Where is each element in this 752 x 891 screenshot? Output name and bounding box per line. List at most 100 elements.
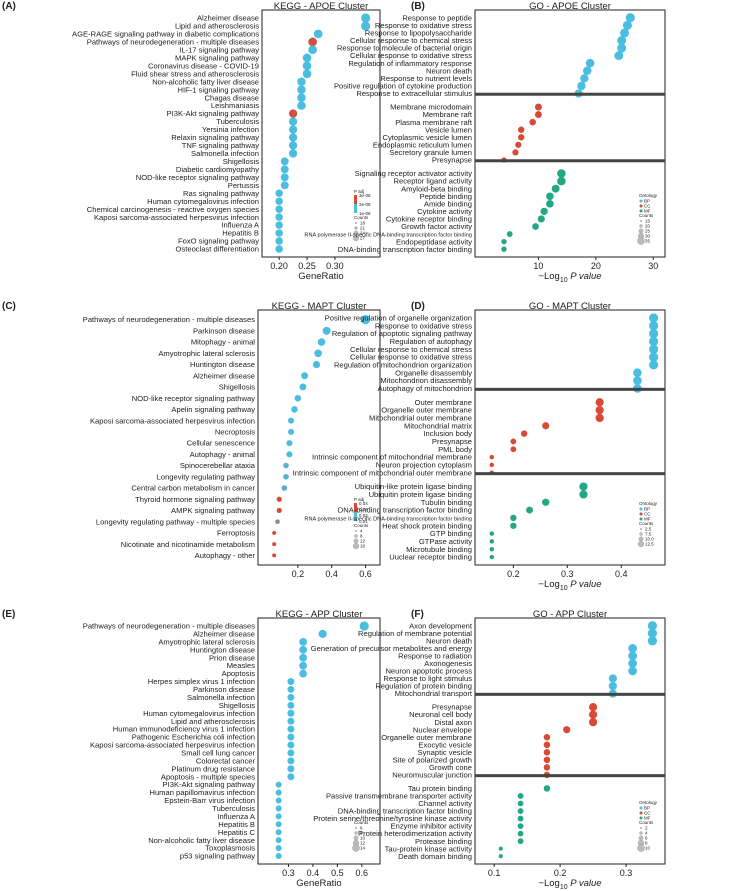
panel-letter: (C) [2, 301, 16, 312]
y-tick-label: Response to light stimulus [383, 674, 472, 683]
data-point [543, 785, 551, 792]
data-point [287, 725, 295, 733]
data-point [608, 681, 617, 691]
legend-value: 0.03 [359, 507, 368, 512]
panel-letter: (D) [411, 301, 425, 312]
y-tick-label: RNA polymerase II-specific DNA-binding t… [304, 517, 472, 523]
legend-size-value: 7.5 [645, 532, 652, 537]
y-tick-label: MAPK signaling pathway [175, 53, 259, 62]
data-point [318, 629, 327, 638]
data-point [633, 376, 642, 385]
legend-value: 0.02 [359, 513, 368, 518]
panel-letter: (E) [2, 609, 15, 620]
y-tick-label: Protease binding [415, 837, 472, 846]
y-tick-label: Ferroptosis [217, 529, 255, 538]
y-tick-label: Mitochondrial matrix [404, 421, 472, 430]
data-point [534, 111, 542, 119]
data-point [546, 192, 554, 201]
legend-swatch [639, 199, 643, 203]
data-point [280, 181, 289, 190]
legend-size-swatch [355, 827, 357, 829]
y-tick-label: Tau-protein kinase activity [385, 844, 473, 853]
y-tick-label: Response to radiation [398, 652, 472, 661]
data-point [579, 490, 588, 499]
data-point [280, 173, 289, 182]
y-tick-label: Human cytomegalovirus infection [143, 709, 255, 718]
y-tick-label: Death domain binding [398, 852, 472, 861]
legend-size-value: 12 [360, 841, 366, 846]
legend-value: BP [644, 507, 650, 512]
data-point [287, 741, 295, 749]
y-tick-label: Tuberculosis [212, 804, 255, 813]
data-point [595, 405, 604, 415]
data-point [297, 85, 306, 94]
y-tick-label: Pertussis [228, 181, 259, 190]
y-tick-label: Autophagy of mitochondrion [377, 384, 472, 393]
y-tick-label: Chagas disease [205, 93, 259, 102]
data-point [361, 13, 371, 23]
data-point [532, 223, 539, 230]
x-tick-label: 0.1 [488, 868, 501, 878]
data-point [275, 519, 280, 525]
data-point [517, 134, 525, 141]
y-tick-label: Parkinson disease [193, 685, 255, 694]
data-point [617, 43, 627, 53]
group-divider [475, 92, 665, 96]
x-tick-label: 0.3 [620, 868, 633, 878]
y-tick-label: Organelle disassembly [395, 368, 472, 377]
legend-size-title: Counts [639, 213, 654, 218]
y-tick-label: Nuclear envelope [413, 725, 472, 734]
data-point [625, 13, 635, 23]
data-point [551, 184, 560, 193]
data-point [649, 321, 659, 331]
legend-size-value: 20 [645, 224, 651, 229]
y-tick-label: Mitochondrial outer membrane [369, 414, 472, 423]
data-point [633, 368, 642, 378]
y-tick-label: Neuron death [426, 66, 472, 75]
x-axis-label: −Log10 P value [538, 579, 601, 592]
y-tick-label: Alzheimer disease [197, 14, 259, 23]
y-tick-label: Necroptosis [215, 427, 255, 436]
x-tick-label: 0.4 [307, 868, 320, 878]
legend-swatch [639, 507, 643, 511]
y-tick-label: Response to nutrient levels [380, 74, 472, 83]
y-tick-label: Positive regulation of organelle organiz… [325, 314, 472, 323]
panel-d: (D) GO - MAPT Cluster Positive regulation … [293, 301, 666, 592]
y-tick-label: Longevity regulating pathway [157, 472, 256, 481]
y-tick-label: Tuberculosis [216, 117, 259, 126]
y-tick-label: Human papillomavirus infection [149, 788, 255, 797]
data-point [489, 531, 495, 536]
y-tick-label: AGE-RAGE signaling pathway in diabetic c… [72, 30, 259, 39]
x-tick-label: 0.5 [331, 868, 344, 878]
data-point [276, 496, 282, 502]
data-point [287, 765, 295, 773]
y-tick-label: NOD-like receptor signaling pathway [136, 173, 259, 182]
x-label-part: P value [568, 271, 602, 282]
y-tick-label: Lipid and atherosclerosis [171, 717, 255, 726]
legend-size-swatch [640, 827, 642, 829]
data-point [288, 417, 295, 424]
legend-size-swatch [352, 542, 360, 550]
data-point [287, 693, 295, 701]
y-tick-label: Amyotrophic lateral sclerosis [158, 349, 255, 358]
data-point [529, 118, 536, 126]
y-tick-label: Amide binding [424, 199, 472, 208]
data-point [489, 454, 495, 460]
y-tick-label: Presynapse [432, 156, 472, 165]
y-tick-label: Parkinson disease [193, 326, 255, 335]
y-tick-label: Relaxin signaling pathway [171, 133, 259, 142]
y-tick-label: Mitochondrial transport [395, 689, 473, 698]
y-tick-label: PI3K-Akt signaling pathway [167, 109, 260, 118]
data-point [489, 462, 495, 468]
data-point [542, 498, 550, 506]
x-label-part: −Log [538, 878, 559, 889]
data-point [628, 651, 637, 661]
plot-frame [257, 309, 381, 566]
data-point [510, 522, 517, 529]
data-point [297, 77, 306, 86]
data-point [542, 422, 550, 430]
plot-frame [257, 617, 381, 865]
y-tick-label: Organelle outer membrane [381, 733, 472, 742]
legend-size-value: 6 [645, 836, 648, 841]
